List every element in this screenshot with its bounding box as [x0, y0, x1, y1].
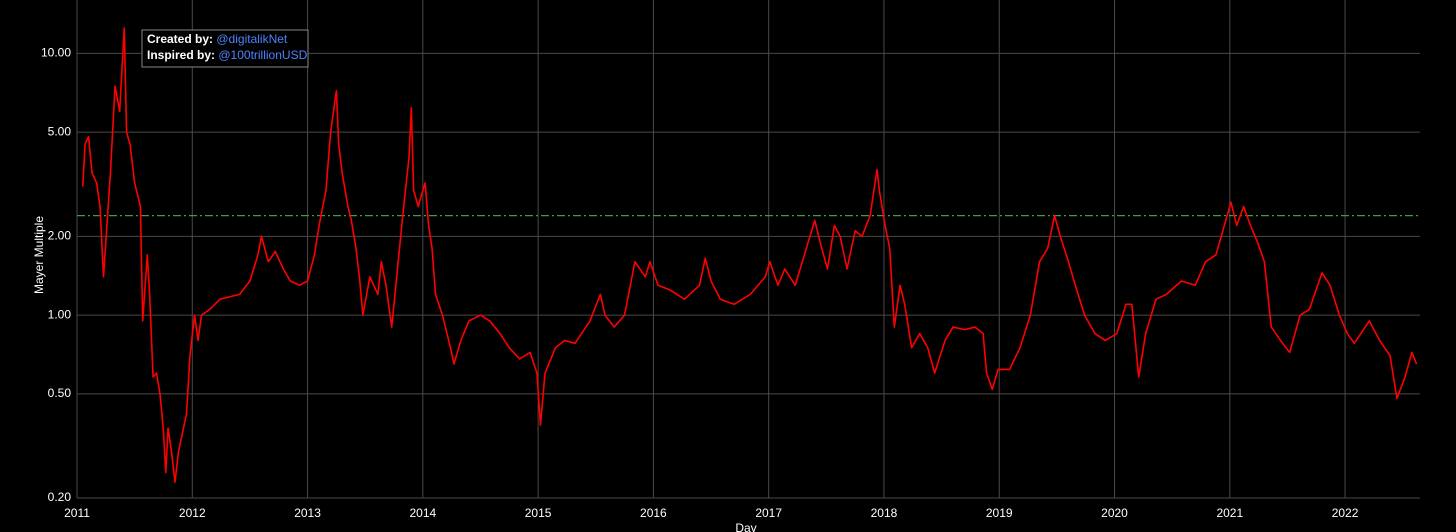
x-axis-label: Day	[735, 521, 756, 532]
x-tick-label: 2016	[640, 506, 667, 520]
y-tick-label: 1.00	[48, 307, 72, 321]
annotation-label: Created by:	[147, 32, 213, 46]
y-tick-label: 2.00	[48, 228, 72, 242]
annotation-handle: @100trillionUSD	[218, 48, 307, 62]
annotation-text: Inspired by: @100trillionUSD	[147, 48, 308, 62]
annotation-handle: @digitalikNet	[216, 32, 288, 46]
x-tick-label: 2020	[1101, 506, 1128, 520]
x-tick-label: 2013	[294, 506, 321, 520]
y-tick-label: 10.00	[41, 46, 71, 60]
x-tick-label: 2015	[525, 506, 552, 520]
x-tick-label: 2014	[409, 506, 436, 520]
y-tick-label: 5.00	[48, 124, 72, 138]
x-tick-label: 2019	[986, 506, 1013, 520]
x-tick-label: 2017	[755, 506, 782, 520]
y-tick-label: 0.20	[48, 490, 72, 504]
annotation-box	[141, 29, 309, 68]
x-tick-label: 2018	[871, 506, 898, 520]
x-tick-label: 2011	[64, 506, 90, 520]
y-axis-label: Mayer Multiple	[32, 216, 46, 294]
data-line	[81, 27, 1418, 483]
x-tick-label: 2021	[1216, 506, 1243, 520]
x-tick-label: 2022	[1332, 506, 1359, 520]
annotation-text: Created by: @digitalikNet	[147, 32, 288, 46]
y-tick-label: 0.50	[48, 386, 72, 400]
x-tick-label: 2012	[179, 506, 206, 520]
annotation-label: Inspired by:	[147, 48, 215, 62]
